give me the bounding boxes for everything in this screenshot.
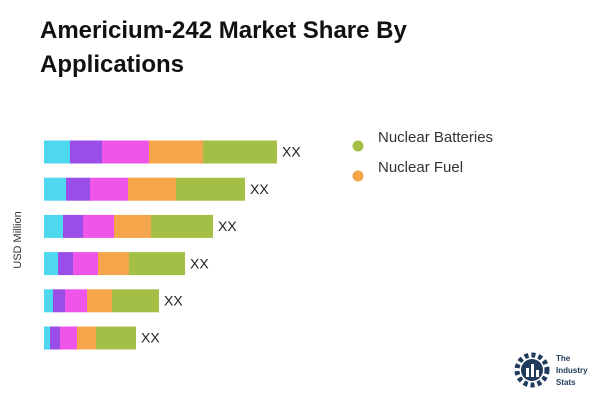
bar-segment (73, 252, 98, 276)
bar-segment (66, 177, 90, 201)
value-label: XX (190, 255, 209, 271)
value-label: XX (250, 181, 269, 197)
bar-segment (149, 140, 203, 164)
bar-segment (203, 140, 277, 164)
value-label: XX (218, 218, 237, 234)
bar-segment (44, 289, 53, 313)
legend-label: Nuclear Batteries (378, 129, 493, 146)
bar-segment (50, 326, 60, 350)
logo-bar (526, 368, 529, 377)
legend-marker (352, 140, 364, 152)
bar-segment (102, 140, 149, 164)
bar-segment (60, 326, 77, 350)
logo-bar (531, 364, 534, 377)
bar-segment (128, 177, 176, 201)
logo-text: The (556, 354, 571, 363)
y-axis-label: USD Million (12, 211, 24, 268)
logo-text: Stats (556, 378, 576, 387)
value-label: XX (141, 330, 160, 346)
bar-segment (44, 140, 70, 164)
logo-bar (536, 370, 539, 377)
bar-segment (44, 214, 63, 238)
bar-segment (44, 177, 66, 201)
bar-segment (151, 214, 213, 238)
bar-segment (53, 289, 65, 313)
bar-segment (176, 177, 245, 201)
logo-text: Industry (556, 366, 588, 375)
bar-segment (63, 214, 83, 238)
bar-segment (77, 326, 96, 350)
bar-segment (98, 252, 129, 276)
legend-label: Nuclear Fuel (378, 159, 463, 176)
bar-segment (129, 252, 185, 276)
logo-gear (514, 352, 550, 388)
bar-segment (96, 326, 136, 350)
bar-segment (44, 252, 58, 276)
chart-title: Americium-242 Market Share By Applicatio… (40, 17, 407, 78)
bar-segment (87, 289, 112, 313)
bar-segment (58, 252, 73, 276)
bar-segment (70, 140, 102, 164)
logo: The Industry Stats (514, 352, 588, 388)
value-label: XX (282, 144, 301, 160)
legend-marker (352, 170, 364, 182)
bar-segment (44, 326, 50, 350)
bar-segment (112, 289, 159, 313)
value-label: XX (164, 293, 183, 309)
bar-segment (83, 214, 114, 238)
bar-segment (90, 177, 128, 201)
bar-segment (65, 289, 87, 313)
bar-segment (114, 214, 151, 238)
